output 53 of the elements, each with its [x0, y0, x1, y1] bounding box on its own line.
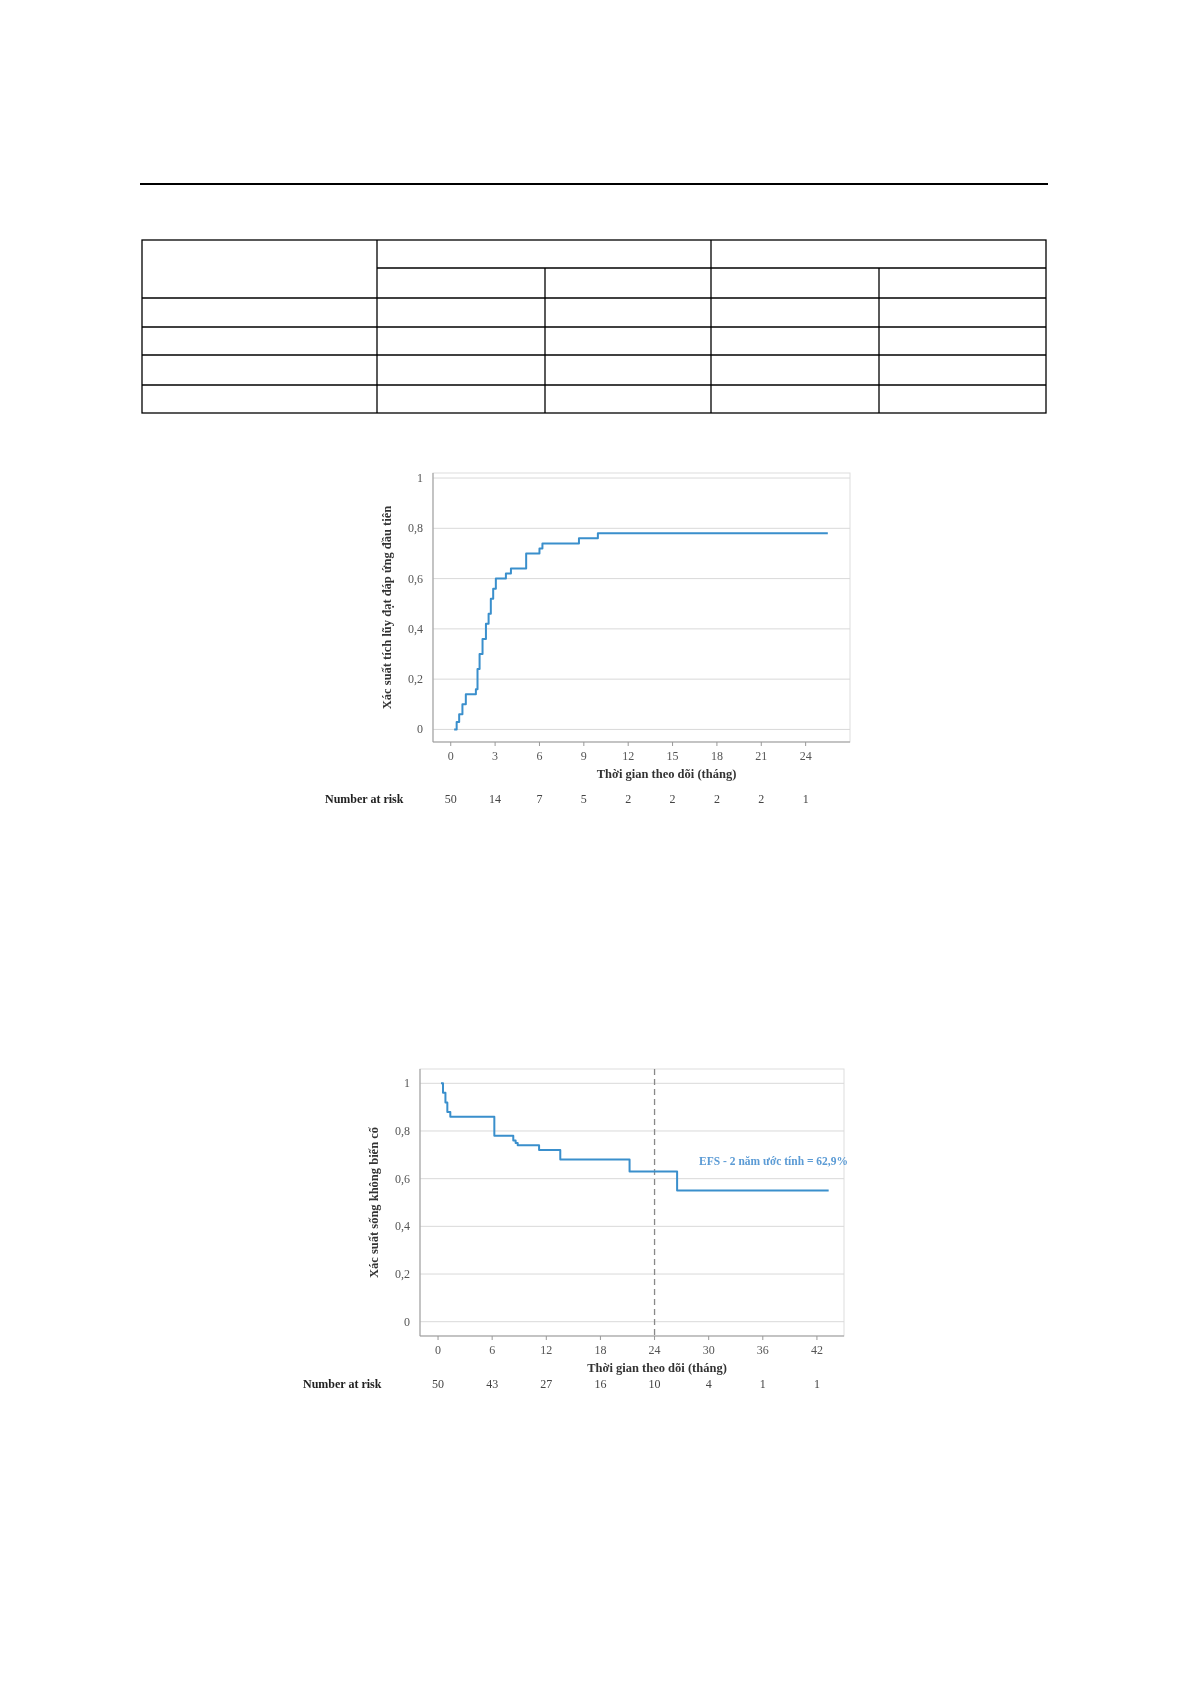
- x-tick-label: 12: [540, 1343, 553, 1357]
- x-tick-label: 0: [447, 749, 454, 763]
- y-axis-title: Xác suất tích lũy đạt đáp ứng đầu tiên: [380, 505, 394, 710]
- x-tick-label: 3: [492, 749, 499, 763]
- y-tick-label: 0,2: [408, 672, 423, 687]
- x-tick-label: 0: [435, 1343, 442, 1357]
- text: 5: [580, 792, 587, 806]
- text: 2: [758, 792, 765, 806]
- x-tick-label: 15: [666, 749, 679, 763]
- x-tick-label: 24: [648, 1343, 661, 1357]
- text: 4: [705, 1377, 712, 1391]
- text: Number at risk: [325, 792, 404, 806]
- text: 27: [540, 1377, 553, 1391]
- text: 10: [648, 1377, 661, 1391]
- x-tick-label: 30: [702, 1343, 715, 1357]
- y-tick-label: 0: [404, 1314, 410, 1329]
- x-axis-title: Thời gian theo dõi (tháng): [596, 767, 737, 781]
- text: 50: [444, 792, 457, 806]
- x-axis-title: Thời gian theo dõi (tháng): [587, 1361, 727, 1375]
- x-tick-label: 18: [710, 749, 723, 763]
- text: Number at risk: [303, 1377, 382, 1391]
- x-tick-label: 12: [622, 749, 635, 763]
- y-tick-label: 0,8: [395, 1123, 410, 1138]
- text: 1: [802, 792, 809, 806]
- text: 1: [759, 1377, 766, 1391]
- text: 2: [625, 792, 632, 806]
- text: 1: [813, 1377, 820, 1391]
- text: 2: [669, 792, 676, 806]
- annotation: EFS - 2 năm ước tính = 62,9%: [699, 1155, 848, 1168]
- x-tick-label: 21: [755, 749, 768, 763]
- text: 14: [489, 792, 502, 806]
- x-tick-label: 36: [756, 1343, 769, 1357]
- y-tick-label: 1: [404, 1076, 410, 1091]
- text: 16: [594, 1377, 607, 1391]
- y-axis-title: Xác suất sống không biến cố: [367, 1126, 381, 1279]
- x-tick-label: 6: [489, 1343, 496, 1357]
- text: 50: [432, 1377, 445, 1391]
- x-tick-label: 18: [594, 1343, 607, 1357]
- y-tick-label: 0,2: [395, 1267, 410, 1282]
- y-tick-label: 0,6: [395, 1171, 410, 1186]
- x-tick-label: 42: [810, 1343, 823, 1357]
- y-tick-label: 0,8: [408, 521, 423, 536]
- y-tick-label: 0: [417, 722, 423, 737]
- y-tick-label: 0,4: [395, 1219, 410, 1234]
- x-tick-label: 9: [580, 749, 587, 763]
- text: 7: [536, 792, 543, 806]
- x-tick-label: 24: [799, 749, 812, 763]
- x-tick-label: 6: [536, 749, 543, 763]
- y-tick-label: 0,6: [408, 571, 423, 586]
- text: 43: [486, 1377, 499, 1391]
- y-tick-label: 1: [417, 471, 423, 486]
- text: 2: [713, 792, 720, 806]
- y-tick-label: 0,4: [408, 621, 423, 636]
